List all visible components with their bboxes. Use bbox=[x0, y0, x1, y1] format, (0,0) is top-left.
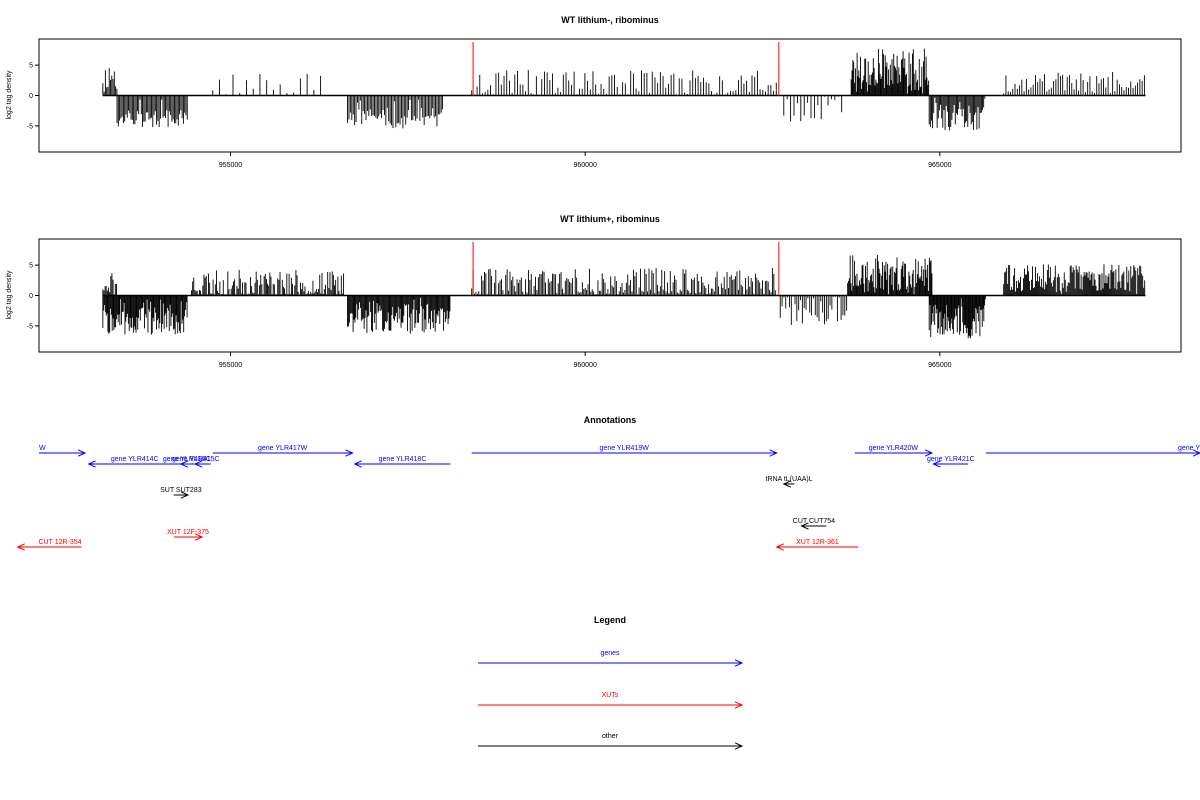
other-feature: CUT CUT754 bbox=[793, 518, 835, 530]
xut-feature: XUT 12F-375 bbox=[167, 529, 209, 541]
other-label: tRNA tL(UAA)L bbox=[766, 476, 813, 483]
y-tick-label: 0 bbox=[29, 293, 33, 300]
gene-label: gene YLR419W bbox=[600, 445, 650, 452]
legend-item-xut: XUTs bbox=[478, 692, 744, 709]
coverage-panel-lithium-minus: WT lithium-, ribominus log2 tag density … bbox=[6, 15, 1182, 169]
gene-label: gene YLR415C bbox=[172, 456, 220, 463]
other-label: SUT SUT283 bbox=[160, 487, 202, 494]
legend-item-gene: genes bbox=[478, 650, 744, 667]
signal-bars bbox=[102, 254, 1146, 339]
gene-arrowhead bbox=[1192, 449, 1200, 457]
gene-feature: W bbox=[39, 445, 87, 457]
other-arrowhead bbox=[180, 491, 190, 499]
y-tick-label: 5 bbox=[29, 263, 33, 270]
gene-label: gene YLR421C bbox=[927, 456, 975, 463]
gene-label: gene YLR420W bbox=[869, 445, 919, 452]
panel-title: WT lithium-, ribominus bbox=[561, 15, 659, 25]
y-axis-label: log2 tag density bbox=[6, 270, 13, 320]
y-tick-label: -5 bbox=[27, 323, 33, 330]
gene-label: gene YLR416C bbox=[163, 456, 211, 463]
legend-label: XUTs bbox=[602, 692, 619, 699]
xut-arrowhead bbox=[775, 543, 784, 551]
y-axis-label: log2 tag density bbox=[6, 70, 13, 120]
legend-label: other bbox=[602, 733, 619, 740]
panel-title: WT lithium+, ribominus bbox=[560, 214, 660, 224]
y-tick-label: -5 bbox=[27, 123, 33, 130]
legend-items: genes XUTs other bbox=[478, 650, 744, 750]
gene-feature: gene Y bbox=[985, 445, 1200, 457]
marker-lines bbox=[472, 42, 780, 96]
xut-label: XUT 12F-375 bbox=[167, 529, 209, 536]
legend-item-other: other bbox=[478, 733, 744, 750]
xut-label: CUT 12R-354 bbox=[38, 539, 81, 546]
gene-label: gene YLR417W bbox=[258, 445, 308, 452]
other-feature: SUT SUT283 bbox=[160, 487, 202, 499]
gene-feature: gene YLR419W bbox=[471, 445, 778, 457]
x-tick-label: 965000 bbox=[928, 162, 951, 169]
gene-label: gene YLR414C bbox=[111, 456, 159, 463]
gene-feature: gene YLR418C bbox=[353, 456, 451, 468]
gene-arrowhead bbox=[769, 449, 778, 457]
y-axis: 5 0 -5 bbox=[27, 63, 39, 130]
coverage-panel-lithium-plus: WT lithium+, ribominus log2 tag density … bbox=[6, 214, 1182, 369]
marker-lines bbox=[472, 242, 780, 296]
other-arrowhead bbox=[800, 522, 809, 530]
gene-arrowhead bbox=[932, 460, 941, 468]
y-tick-label: 5 bbox=[29, 63, 33, 70]
gene-label: W bbox=[39, 445, 46, 452]
legend-arrowhead bbox=[734, 742, 744, 750]
y-tick-label: 0 bbox=[29, 93, 33, 100]
other-label: CUT CUT754 bbox=[793, 518, 835, 525]
signal-bars bbox=[102, 48, 1145, 131]
x-tick-label: 960000 bbox=[573, 162, 596, 169]
xut-label: XUT 12R-361 bbox=[796, 539, 839, 546]
gene-label: gene Y bbox=[1178, 445, 1200, 452]
x-tick-label: 955000 bbox=[219, 162, 242, 169]
gene-label: gene YLR418C bbox=[379, 456, 427, 463]
gene-arrowhead bbox=[924, 449, 934, 457]
xut-feature: XUT 12R-361 bbox=[775, 539, 859, 551]
x-tick-label: 955000 bbox=[219, 362, 242, 369]
x-tick-label: 960000 bbox=[573, 362, 596, 369]
legend: Legend genes XUTs other bbox=[478, 615, 744, 750]
gene-arrowhead bbox=[353, 460, 362, 468]
gene-arrowhead bbox=[345, 449, 354, 457]
other-feature: tRNA tL(UAA)L bbox=[766, 476, 813, 488]
xut-arrowhead bbox=[16, 543, 25, 551]
y-axis: 5 0 -5 bbox=[27, 263, 39, 330]
legend-arrowhead bbox=[734, 659, 744, 667]
gene-arrowhead bbox=[193, 460, 203, 468]
gene-arrowhead bbox=[179, 460, 189, 468]
x-axis: 955000 960000 965000 bbox=[219, 152, 952, 169]
gene-feature: gene YLR416C bbox=[163, 456, 211, 468]
legend-label: genes bbox=[600, 650, 620, 657]
x-tick-label: 965000 bbox=[928, 362, 951, 369]
legend-arrowhead bbox=[734, 701, 744, 709]
gene-feature: gene YLR421C bbox=[927, 456, 975, 468]
annotations-title: Annotations bbox=[584, 415, 637, 425]
xut-arrowhead bbox=[194, 533, 204, 541]
gene-arrowhead bbox=[87, 460, 96, 468]
gene-feature: gene YLR420W bbox=[854, 445, 934, 457]
legend-title: Legend bbox=[594, 615, 626, 625]
xut-feature: CUT 12R-354 bbox=[16, 539, 82, 551]
gene-feature: gene YLR414C bbox=[87, 456, 181, 468]
other-arrowhead bbox=[782, 480, 791, 488]
x-axis: 955000 960000 965000 bbox=[219, 352, 952, 369]
gene-feature: gene YLR417W bbox=[212, 445, 354, 457]
gene-arrowhead bbox=[77, 449, 87, 457]
